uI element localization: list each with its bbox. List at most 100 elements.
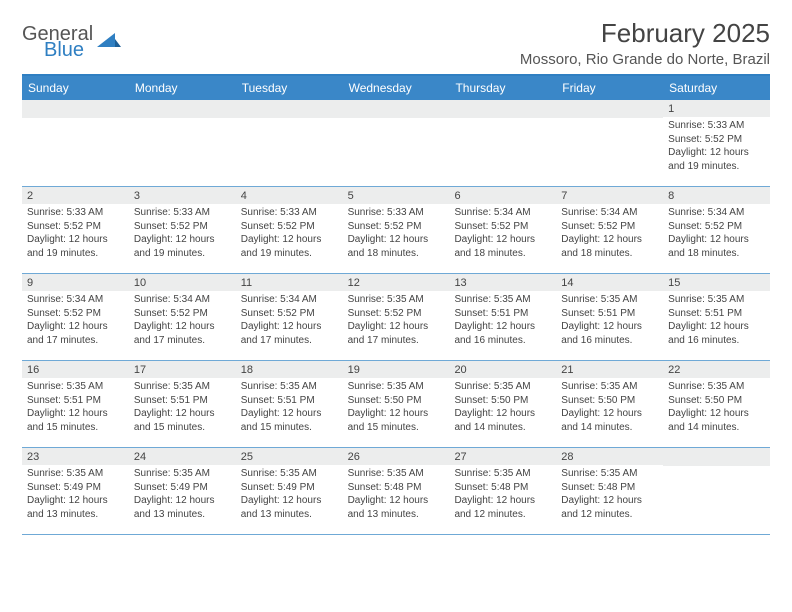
location: Mossoro, Rio Grande do Norte, Brazil [520,51,770,68]
day-cell: 3Sunrise: 5:33 AMSunset: 5:52 PMDaylight… [129,187,236,273]
week-row: 23Sunrise: 5:35 AMSunset: 5:49 PMDayligh… [22,448,770,535]
day-number: 20 [449,361,556,378]
weekday-label: Sunday [22,76,129,100]
empty-day [449,100,556,118]
day-number: 11 [236,274,343,291]
weekday-label: Friday [556,76,663,100]
day-details: Sunrise: 5:33 AMSunset: 5:52 PMDaylight:… [343,204,450,264]
day-number: 9 [22,274,129,291]
day-cell [663,448,770,534]
day-details: Sunrise: 5:35 AMSunset: 5:49 PMDaylight:… [236,465,343,525]
day-details: Sunrise: 5:34 AMSunset: 5:52 PMDaylight:… [22,291,129,351]
week-row: 1Sunrise: 5:33 AMSunset: 5:52 PMDaylight… [22,100,770,187]
empty-day [129,100,236,118]
day-details: Sunrise: 5:35 AMSunset: 5:51 PMDaylight:… [449,291,556,351]
day-details: Sunrise: 5:34 AMSunset: 5:52 PMDaylight:… [663,204,770,264]
day-cell: 15Sunrise: 5:35 AMSunset: 5:51 PMDayligh… [663,274,770,360]
day-cell [129,100,236,186]
day-details: Sunrise: 5:34 AMSunset: 5:52 PMDaylight:… [449,204,556,264]
day-cell: 24Sunrise: 5:35 AMSunset: 5:49 PMDayligh… [129,448,236,534]
day-number: 14 [556,274,663,291]
day-number: 26 [343,448,450,465]
day-number: 2 [22,187,129,204]
day-cell: 2Sunrise: 5:33 AMSunset: 5:52 PMDaylight… [22,187,129,273]
day-details: Sunrise: 5:35 AMSunset: 5:48 PMDaylight:… [343,465,450,525]
day-cell: 19Sunrise: 5:35 AMSunset: 5:50 PMDayligh… [343,361,450,447]
day-number: 22 [663,361,770,378]
logo-text-blue: Blue [44,40,93,60]
day-number: 10 [129,274,236,291]
triangle-icon [97,31,121,54]
day-details: Sunrise: 5:35 AMSunset: 5:50 PMDaylight:… [343,378,450,438]
empty-day [236,100,343,118]
month-title: February 2025 [520,18,770,49]
day-cell: 1Sunrise: 5:33 AMSunset: 5:52 PMDaylight… [663,100,770,186]
title-block: February 2025 Mossoro, Rio Grande do Nor… [520,18,770,68]
day-number: 8 [663,187,770,204]
day-cell: 8Sunrise: 5:34 AMSunset: 5:52 PMDaylight… [663,187,770,273]
weekday-header: SundayMondayTuesdayWednesdayThursdayFrid… [22,76,770,100]
week-row: 9Sunrise: 5:34 AMSunset: 5:52 PMDaylight… [22,274,770,361]
day-cell: 26Sunrise: 5:35 AMSunset: 5:48 PMDayligh… [343,448,450,534]
day-number: 7 [556,187,663,204]
day-details: Sunrise: 5:35 AMSunset: 5:51 PMDaylight:… [129,378,236,438]
day-cell: 9Sunrise: 5:34 AMSunset: 5:52 PMDaylight… [22,274,129,360]
day-number: 15 [663,274,770,291]
day-details: Sunrise: 5:35 AMSunset: 5:52 PMDaylight:… [343,291,450,351]
day-cell: 27Sunrise: 5:35 AMSunset: 5:48 PMDayligh… [449,448,556,534]
day-details: Sunrise: 5:34 AMSunset: 5:52 PMDaylight:… [556,204,663,264]
day-number: 25 [236,448,343,465]
weekday-label: Monday [129,76,236,100]
calendar-grid: 1 Sunrise: 5:33 AMSunset: 5:52 PMDaylight… [22,100,770,535]
day-number: 28 [556,448,663,465]
weekday-label: Thursday [449,76,556,100]
day-cell: 22Sunrise: 5:35 AMSunset: 5:50 PMDayligh… [663,361,770,447]
logo: General Blue [22,24,121,60]
day-number: 24 [129,448,236,465]
day-cell [236,100,343,186]
day-number: 1 [663,100,770,117]
day-number: 13 [449,274,556,291]
day-details: Sunrise: 5:35 AMSunset: 5:49 PMDaylight:… [22,465,129,525]
day-details: Sunrise: 5:35 AMSunset: 5:48 PMDaylight:… [449,465,556,525]
day-cell [556,100,663,186]
day-number: 23 [22,448,129,465]
day-details: Sunrise: 5:34 AMSunset: 5:52 PMDaylight:… [236,291,343,351]
day-cell: 4Sunrise: 5:33 AMSunset: 5:52 PMDaylight… [236,187,343,273]
day-details: Sunrise: 5:35 AMSunset: 5:50 PMDaylight:… [449,378,556,438]
day-number: 21 [556,361,663,378]
day-number: 27 [449,448,556,465]
day-cell: 14Sunrise: 5:35 AMSunset: 5:51 PMDayligh… [556,274,663,360]
day-number: 18 [236,361,343,378]
day-cell [343,100,450,186]
day-details: Sunrise: 5:35 AMSunset: 5:51 PMDaylight:… [22,378,129,438]
day-cell: 11Sunrise: 5:34 AMSunset: 5:52 PMDayligh… [236,274,343,360]
day-cell [449,100,556,186]
empty-day [663,448,770,466]
day-number: 6 [449,187,556,204]
day-cell: 5Sunrise: 5:33 AMSunset: 5:52 PMDaylight… [343,187,450,273]
day-cell: 16Sunrise: 5:35 AMSunset: 5:51 PMDayligh… [22,361,129,447]
day-cell: 25Sunrise: 5:35 AMSunset: 5:49 PMDayligh… [236,448,343,534]
day-details: Sunrise: 5:35 AMSunset: 5:51 PMDaylight:… [236,378,343,438]
day-cell: 10Sunrise: 5:34 AMSunset: 5:52 PMDayligh… [129,274,236,360]
day-cell: 17Sunrise: 5:35 AMSunset: 5:51 PMDayligh… [129,361,236,447]
day-cell [22,100,129,186]
day-number: 4 [236,187,343,204]
empty-day [343,100,450,118]
day-number: 19 [343,361,450,378]
day-cell: 7Sunrise: 5:34 AMSunset: 5:52 PMDaylight… [556,187,663,273]
day-cell: 21Sunrise: 5:35 AMSunset: 5:50 PMDayligh… [556,361,663,447]
day-cell: 12Sunrise: 5:35 AMSunset: 5:52 PMDayligh… [343,274,450,360]
week-row: 2 Sunrise: 5:33 AMSunset: 5:52 PMDaylight… [22,187,770,274]
day-number: 12 [343,274,450,291]
empty-day [22,100,129,118]
weekday-label: Saturday [663,76,770,100]
week-row: 16Sunrise: 5:35 AMSunset: 5:51 PMDayligh… [22,361,770,448]
day-cell: 13Sunrise: 5:35 AMSunset: 5:51 PMDayligh… [449,274,556,360]
day-cell: 18Sunrise: 5:35 AMSunset: 5:51 PMDayligh… [236,361,343,447]
empty-day [556,100,663,118]
day-details: Sunrise: 5:34 AMSunset: 5:52 PMDaylight:… [129,291,236,351]
day-number: 5 [343,187,450,204]
day-cell: 23Sunrise: 5:35 AMSunset: 5:49 PMDayligh… [22,448,129,534]
